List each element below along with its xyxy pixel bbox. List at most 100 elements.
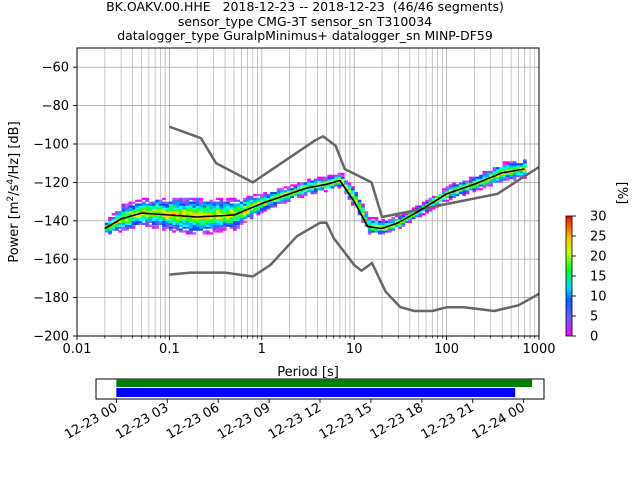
x-tick-label: 10 xyxy=(346,342,363,357)
ppsd-cell xyxy=(286,188,291,191)
ppsd-cell xyxy=(259,203,264,206)
ppsd-cell xyxy=(259,197,264,200)
ppsd-cell xyxy=(243,205,247,208)
ppsd-cell xyxy=(138,216,143,220)
ppsd-cell xyxy=(165,220,170,224)
ppsd-cell xyxy=(496,168,500,172)
ppsd-cell xyxy=(229,226,234,229)
ppsd-cell xyxy=(172,224,176,227)
ppsd-cell xyxy=(418,205,423,208)
ppsd-cell xyxy=(509,176,514,179)
ppsd-cell xyxy=(229,207,234,210)
ppsd-cell xyxy=(145,218,149,222)
ppsd-cell xyxy=(226,224,230,227)
ppsd-cell xyxy=(398,222,402,225)
ppsd-cell xyxy=(168,203,173,206)
ppsd-cell xyxy=(458,192,463,195)
x-tick-label: 0.1 xyxy=(159,342,180,357)
ppsd-cell xyxy=(502,161,507,164)
ppsd-cell xyxy=(216,226,220,229)
ppsd-cell xyxy=(172,213,176,216)
ppsd-cell xyxy=(189,224,193,227)
ppsd-cell xyxy=(465,182,470,185)
ppsd-cell xyxy=(330,174,335,177)
ppsd-cell xyxy=(179,213,183,216)
ppsd-cell xyxy=(475,188,480,191)
ppsd-cell xyxy=(415,207,419,210)
ppsd-cell xyxy=(286,186,291,189)
ppsd-cell xyxy=(155,218,160,222)
ppsd-cell xyxy=(431,199,436,202)
ppsd-cell xyxy=(334,182,338,185)
ppsd-cell xyxy=(381,218,386,222)
ppsd-cell xyxy=(125,228,129,231)
ppsd-cell xyxy=(452,195,456,199)
ppsd-cell xyxy=(246,203,251,206)
ppsd-cell xyxy=(249,216,254,220)
ppsd-cell xyxy=(243,199,247,202)
ppsd-cell xyxy=(152,211,156,214)
ppsd-cell xyxy=(168,222,173,225)
ppsd-cell xyxy=(148,201,153,204)
ppsd-cell xyxy=(317,178,321,181)
ppsd-cell xyxy=(141,201,146,204)
ppsd-cell xyxy=(324,182,328,185)
ppsd-cell xyxy=(185,205,190,208)
ppsd-cell xyxy=(175,222,180,225)
ppsd-cell xyxy=(179,203,183,206)
ppsd-cell xyxy=(189,218,193,222)
ppsd-cell xyxy=(273,192,278,195)
ppsd-cell xyxy=(367,228,372,231)
ppsd-cell xyxy=(485,176,490,179)
ppsd-cell xyxy=(266,193,271,197)
ppsd-cell xyxy=(185,230,190,233)
ppsd-cell xyxy=(118,222,122,225)
ppsd-cell xyxy=(266,203,271,206)
ppsd-cell xyxy=(195,218,200,222)
ppsd-cell xyxy=(155,199,160,202)
ppsd-cell xyxy=(168,215,173,218)
ppsd-cell xyxy=(499,180,504,183)
ppsd-cell xyxy=(293,193,298,197)
ppsd-cell xyxy=(236,224,241,227)
ppsd-cell xyxy=(182,207,187,210)
ppsd-cell xyxy=(155,201,160,204)
ppsd-cell xyxy=(192,205,197,208)
ppsd-cell xyxy=(229,197,234,200)
ppsd-cell xyxy=(199,203,203,206)
ppsd-cell xyxy=(364,216,369,220)
ppsd-cell xyxy=(141,218,146,222)
ppsd-cell xyxy=(519,174,524,177)
ppsd-cell xyxy=(229,218,234,222)
ppsd-cell xyxy=(337,172,342,176)
ppsd-cell xyxy=(465,188,470,191)
ppsd-cell xyxy=(280,197,284,200)
ppsd-cell xyxy=(175,197,180,200)
y-tick-label: −60 xyxy=(42,61,69,76)
ppsd-cell xyxy=(452,186,456,189)
ppsd-cell xyxy=(205,222,210,225)
ppsd-cell xyxy=(283,195,288,199)
ppsd-cell xyxy=(303,184,308,187)
ppsd-cell xyxy=(135,215,139,218)
ppsd-cell xyxy=(162,224,166,227)
ppsd-cell xyxy=(465,180,470,183)
ppsd-cell xyxy=(516,174,520,177)
ppsd-cell xyxy=(216,209,220,212)
ppsd-cell xyxy=(256,209,261,212)
ppsd-cell xyxy=(219,209,224,212)
ppsd-cell xyxy=(226,199,230,202)
ppsd-cell xyxy=(496,167,500,170)
ppsd-cell xyxy=(259,211,264,214)
ppsd-cell xyxy=(297,193,301,197)
ppsd-cell xyxy=(179,230,183,233)
ppsd-cell xyxy=(340,178,345,181)
ppsd-cell xyxy=(283,199,288,202)
ppsd-cell xyxy=(300,184,305,187)
ppsd-cell xyxy=(496,174,500,177)
ppsd-cell xyxy=(249,209,254,212)
ppsd-cell xyxy=(199,216,203,220)
ppsd-cell xyxy=(179,207,183,210)
ppsd-cell xyxy=(232,222,237,225)
ppsd-cell xyxy=(128,216,133,220)
